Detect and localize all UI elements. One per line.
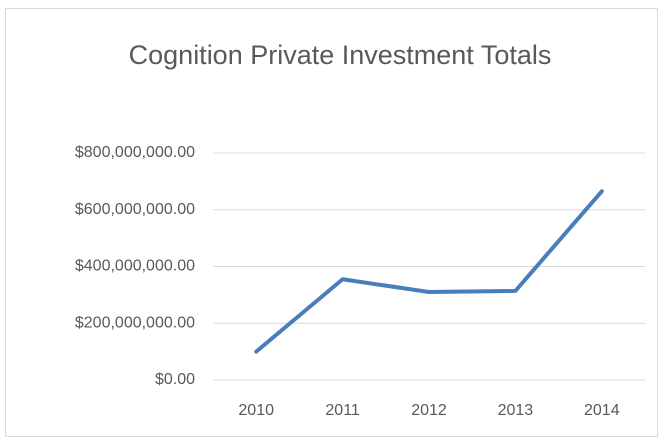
chart-border xyxy=(5,8,658,437)
y-tick-label: $600,000,000.00 xyxy=(75,201,195,218)
x-tick-label: 2010 xyxy=(238,402,274,419)
y-tick-label: $0.00 xyxy=(155,371,195,388)
x-tick-label: 2011 xyxy=(325,402,360,419)
data-line xyxy=(254,189,604,354)
y-tick-label: $400,000,000.00 xyxy=(75,258,195,275)
x-tick-label: 2014 xyxy=(584,402,620,419)
y-tick-label: $800,000,000.00 xyxy=(75,144,195,161)
y-tick-label: $200,000,000.00 xyxy=(75,314,195,331)
x-tick-label: 2013 xyxy=(498,402,534,419)
chart-title: Cognition Private Investment Totals xyxy=(128,40,552,70)
x-tick-label: 2012 xyxy=(411,402,447,419)
